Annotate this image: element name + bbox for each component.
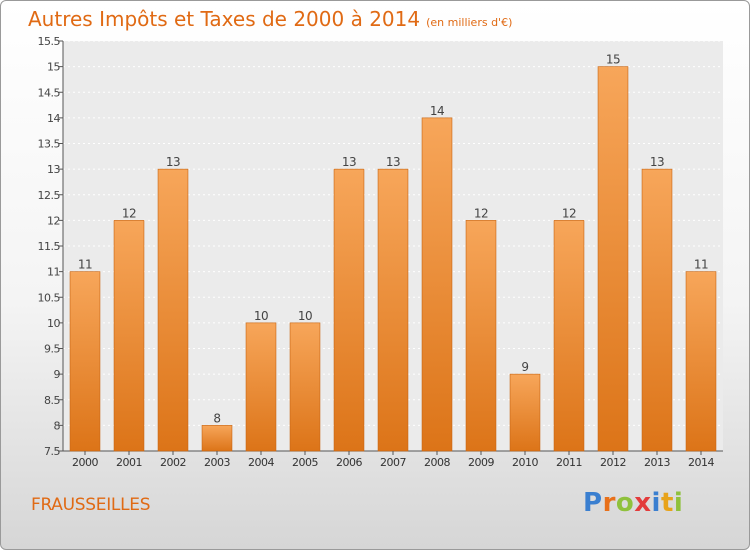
logo-letter: x [634,488,652,518]
x-tick-label: 2010 [512,456,538,469]
bar-2012 [597,66,629,452]
data-label: 11 [694,258,708,272]
bar-2004 [245,322,277,452]
y-tick-label: 13.5 [38,138,61,151]
data-label: 9 [521,360,528,374]
logo-letter: i [673,488,684,518]
y-tick-label: 9.5 [44,343,60,356]
y-tick-label: 10.5 [38,291,61,304]
bar-2009 [465,220,497,452]
chart-unit: (en milliers d'€) [426,16,513,29]
data-label: 13 [342,155,356,169]
y-tick-label: 10 [47,317,60,330]
x-tick-label: 2003 [204,456,230,469]
y-tick-label: 8 [54,419,61,432]
x-tick-label: 2012 [600,456,626,469]
x-tick-label: 2001 [116,456,142,469]
data-label: 8 [213,411,220,425]
x-tick-label: 2008 [424,456,450,469]
chart-title-main: Autres Impôts et Taxes de 2000 à 2014 [28,7,421,31]
data-label: 12 [474,206,488,220]
data-label: 13 [386,155,400,169]
data-label: 14 [430,104,444,118]
x-tick-label: 2000 [72,456,98,469]
bar-2014 [685,271,717,452]
proxiti-logo: Proxiti [583,488,683,518]
bar-2006 [333,168,365,452]
logo-letter: t [660,488,674,518]
y-tick-label: 12.5 [38,189,61,202]
x-tick-label: 2004 [248,456,274,469]
bar-2003 [201,425,233,452]
y-tick-label: 11.5 [38,240,61,253]
bar-2008 [421,117,453,452]
data-label: 13 [650,155,664,169]
data-label: 13 [166,155,180,169]
logo-letter: r [602,488,616,518]
bar-2002 [157,168,189,452]
x-tick-label: 2005 [292,456,318,469]
y-tick-label: 15.5 [38,35,61,48]
y-tick-label: 14 [47,112,60,125]
data-label: 12 [122,206,136,220]
x-tick-label: 2006 [336,456,362,469]
data-label: 12 [562,206,576,220]
data-label: 11 [78,258,92,272]
bar-2010 [509,373,541,452]
x-tick-label: 2014 [688,456,714,469]
y-tick-label: 15 [47,61,60,74]
x-tick-label: 2013 [644,456,670,469]
bar-2013 [641,168,673,452]
bar-2001 [113,220,145,452]
data-label: 10 [298,309,312,323]
y-tick-label: 11 [47,266,60,279]
y-tick-label: 14.5 [38,86,61,99]
x-tick-label: 2007 [380,456,406,469]
bar-2000 [69,271,101,452]
x-tick-label: 2002 [160,456,186,469]
y-tick-label: 8.5 [44,394,60,407]
bar-2011 [553,220,585,452]
logo-letter: o [615,488,635,518]
y-tick-label: 13 [47,163,60,176]
y-tick-label: 12 [47,214,60,227]
data-label: 15 [606,53,620,67]
bar-2005 [289,322,321,452]
bar-2007 [377,168,409,452]
y-tick-label: 7.5 [44,445,60,458]
x-tick-label: 2011 [556,456,582,469]
x-tick-label: 2009 [468,456,494,469]
logo-letter: P [583,488,603,518]
town-name: FRAUSSEILLES [31,495,151,515]
y-tick-label: 9 [54,368,61,381]
logo-letter: i [651,488,661,518]
data-label: 10 [254,309,268,323]
chart-title: Autres Impôts et Taxes de 2000 à 2014 (en… [28,7,512,31]
